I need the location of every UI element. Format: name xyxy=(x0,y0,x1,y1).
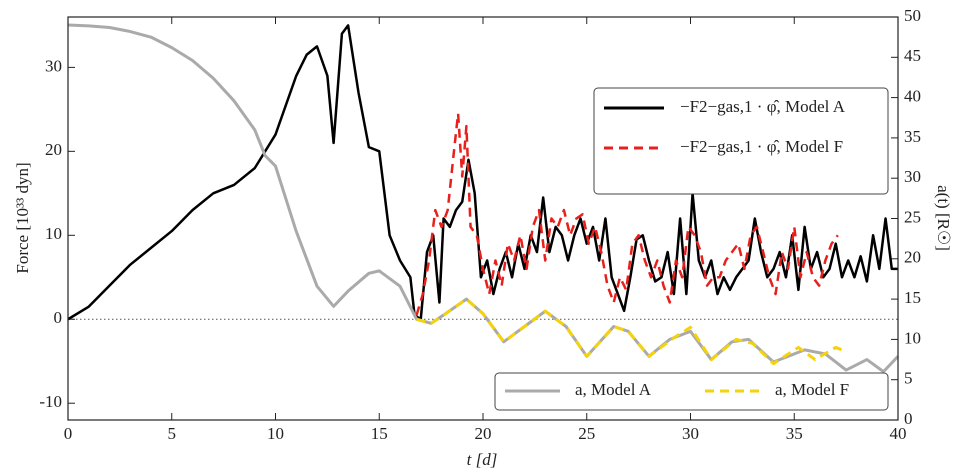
x-axis-label: t [d] xyxy=(467,450,498,469)
y-tick-label: 30 xyxy=(45,56,62,75)
y-tick-label: 20 xyxy=(45,140,62,159)
series-line xyxy=(416,297,847,366)
legend-box xyxy=(494,372,889,411)
x-tick-label: 25 xyxy=(578,424,595,443)
legend-label: −F2−gas,1 · φ̂, Model A xyxy=(680,97,846,116)
legend-label: −F2−gas,1 · φ̂, Model F xyxy=(680,137,843,156)
y2-tick-label: 25 xyxy=(904,207,921,226)
y2-tick-label: 5 xyxy=(904,369,913,388)
y-tick-label: 10 xyxy=(45,224,62,243)
legend-box xyxy=(593,87,889,195)
series-line xyxy=(415,112,839,316)
y2-tick-label: 35 xyxy=(904,127,921,146)
y-axis-label: Force [10³³ dyn] xyxy=(13,162,32,273)
x-tick-label: 0 xyxy=(64,424,73,443)
y2-tick-label: 10 xyxy=(904,328,921,347)
y2-axis-label: a(t) [R☉] xyxy=(934,185,953,251)
plot-frame xyxy=(67,16,899,421)
y2-tick-label: 20 xyxy=(904,248,921,267)
x-tick-label: 30 xyxy=(682,424,699,443)
y2-tick-label: 45 xyxy=(904,46,921,65)
x-tick-label: 40 xyxy=(890,424,907,443)
y2-tick-label: 50 xyxy=(904,6,921,25)
y-tick-label: 0 xyxy=(54,308,63,327)
legend-label: a, Model A xyxy=(575,380,652,399)
y-tick-label: -10 xyxy=(39,392,62,411)
x-tick-label: 20 xyxy=(475,424,492,443)
y2-tick-label: 30 xyxy=(904,167,921,186)
y2-tick-label: 0 xyxy=(904,409,913,428)
y2-tick-label: 40 xyxy=(904,87,921,106)
x-tick-label: 5 xyxy=(168,424,177,443)
x-tick-label: 10 xyxy=(267,424,284,443)
legend-label: a, Model F xyxy=(775,380,849,399)
x-tick-label: 15 xyxy=(371,424,388,443)
x-tick-label: 35 xyxy=(786,424,803,443)
y2-tick-label: 15 xyxy=(904,288,921,307)
